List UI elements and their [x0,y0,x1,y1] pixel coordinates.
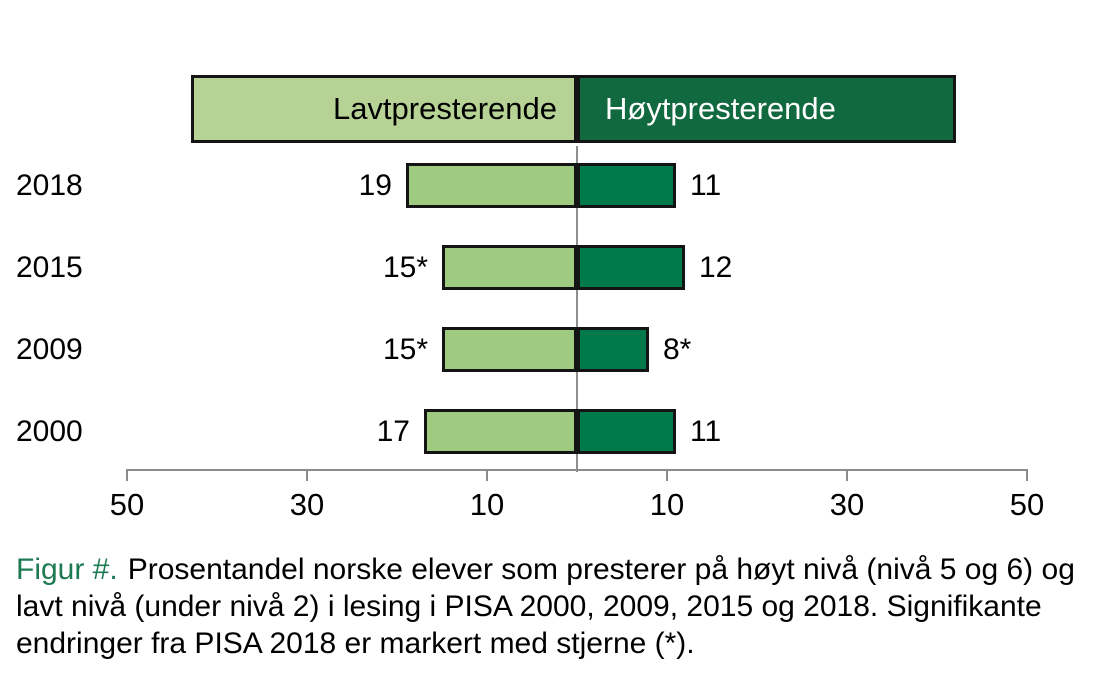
bar-hoytpresterende [577,245,685,290]
figure-caption: Figur #. Prosentandel norske elever som p… [16,551,1111,662]
x-axis-tick-label: 50 [1009,487,1045,522]
x-axis-tick [126,469,128,481]
year-label: 2015 [16,251,83,284]
bar-hoytpresterende [577,327,649,372]
legend-hoytpresterende: Høytpresterende [577,75,956,143]
x-axis-tick [846,469,848,481]
value-label-right: 11 [690,415,722,448]
caption-text: Prosentandel norske elever som presterer… [16,553,1075,660]
bar-hoytpresterende [577,409,676,454]
bar-lavtpresterende [442,327,577,372]
bar-lavtpresterende [442,245,577,290]
year-label: 2009 [16,333,83,366]
x-axis-tick-label: 10 [649,487,685,522]
x-axis-line [127,469,1028,471]
value-label-left: 15* [382,333,428,366]
x-axis-tick [306,469,308,481]
figure-number: Figur #. [16,553,118,586]
value-label-right: 11 [690,169,722,202]
x-axis-tick-label: 30 [829,487,865,522]
x-axis-tick [486,469,488,481]
x-axis-tick-label: 30 [289,487,325,522]
x-axis-tick [666,469,668,481]
x-axis-tick [1026,469,1028,481]
value-label-right: 12 [699,251,733,284]
x-axis-tick-label: 10 [469,487,505,522]
year-label: 2000 [16,415,83,448]
legend-lavtpresterende: Lavtpresterende [191,75,577,143]
year-label: 2018 [16,169,83,202]
bar-hoytpresterende [577,163,676,208]
value-label-right: 8* [663,333,692,366]
bar-lavtpresterende [424,409,577,454]
x-axis-tick-label: 50 [109,487,145,522]
value-label-left: 15* [382,251,428,284]
zero-baseline [576,146,578,472]
value-label-left: 17 [376,415,410,448]
bar-lavtpresterende [406,163,577,208]
value-label-left: 19 [358,169,392,202]
